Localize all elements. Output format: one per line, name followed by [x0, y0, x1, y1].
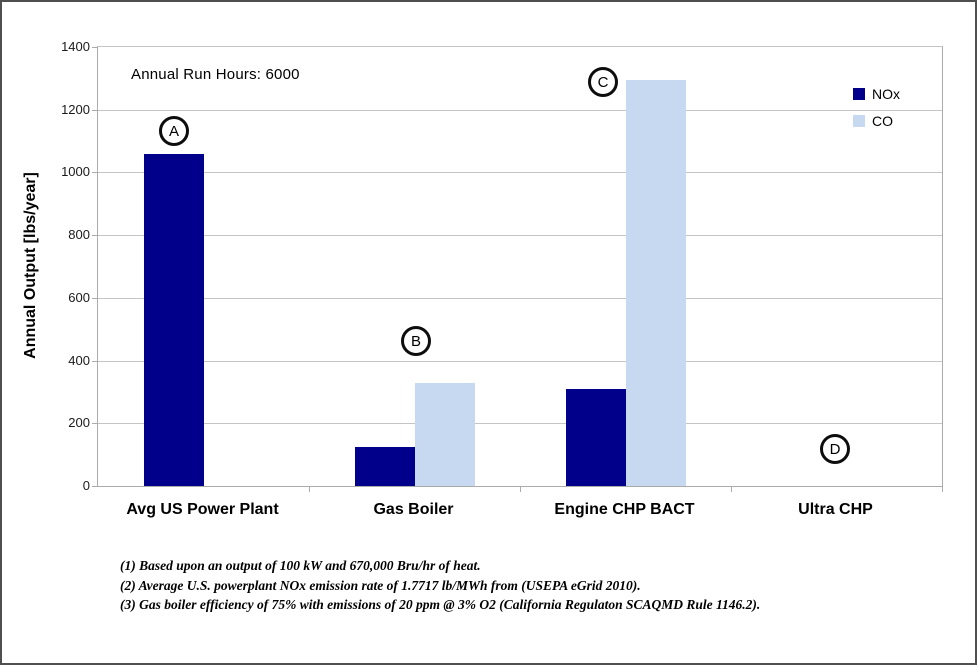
y-tick-label-0: 0: [82, 478, 90, 493]
footnote-2: (2) Average U.S. powerplant NOx emission…: [120, 577, 641, 593]
y-tick-label-1200: 1200: [61, 101, 90, 117]
co-swatch: [853, 115, 865, 127]
y-tickmark-400: [92, 360, 98, 362]
legend-item-co: CO: [853, 113, 900, 129]
y-tickmark-200: [92, 423, 98, 425]
y-tickmark-0: [92, 486, 98, 487]
callout-B: B: [401, 326, 431, 356]
legend-label-co: CO: [872, 113, 893, 129]
bar-nox-0: [143, 153, 204, 486]
y-tick-label-600: 600: [68, 289, 90, 305]
y-tickmark-1000: [92, 172, 98, 174]
plot-area: [92, 46, 943, 492]
x-tickmark-2: [731, 487, 732, 492]
x-tickmark-1: [520, 487, 521, 492]
gridline-400: [98, 360, 942, 362]
y-tickmark-600: [92, 297, 98, 299]
gridline-1200: [98, 109, 942, 111]
gridline-1000: [98, 172, 942, 174]
y-tickmark-1400: [92, 47, 98, 48]
footnote-1: (1) Based upon an output of 100 kW and 6…: [120, 558, 481, 573]
footnote-3: (3) Gas boiler efficiency of 75% with em…: [120, 597, 761, 612]
x-tickmark-3: [942, 487, 943, 492]
x-tickmark-0: [309, 487, 310, 492]
category-label-3: Ultra CHP: [798, 501, 873, 518]
legend-label-nox: NOx: [872, 86, 900, 102]
callout-D: D: [820, 434, 850, 464]
y-tick-label-400: 400: [68, 352, 90, 368]
category-label-2: Engine CHP BACT: [554, 501, 695, 518]
bar-nox-1: [354, 446, 415, 486]
annotation-run-hours: Annual Run Hours: 6000: [131, 66, 300, 83]
footnotes: (1) Based upon an output of 100 kW and 6…: [120, 556, 760, 615]
callout-C: C: [588, 67, 618, 97]
y-tickmark-1200: [92, 109, 98, 111]
bar-co-1: [414, 382, 475, 486]
gridline-800: [98, 235, 942, 237]
legend-item-nox: NOx: [853, 86, 900, 102]
nox-swatch: [853, 88, 865, 100]
gridline-200: [98, 423, 942, 425]
gridline-600: [98, 297, 942, 299]
y-tick-label-200: 200: [68, 415, 90, 431]
category-label-0: Avg US Power Plant: [126, 501, 279, 518]
y-tickmark-800: [92, 235, 98, 237]
category-label-1: Gas Boiler: [373, 501, 454, 518]
legend: NOx CO: [853, 86, 900, 140]
y-tick-label-800: 800: [68, 227, 90, 243]
y-tick-label-1000: 1000: [61, 164, 90, 180]
bar-co-2: [625, 79, 686, 486]
y-tick-label-1400: 1400: [61, 39, 90, 54]
callout-A: A: [159, 116, 189, 146]
bar-nox-2: [565, 388, 626, 486]
